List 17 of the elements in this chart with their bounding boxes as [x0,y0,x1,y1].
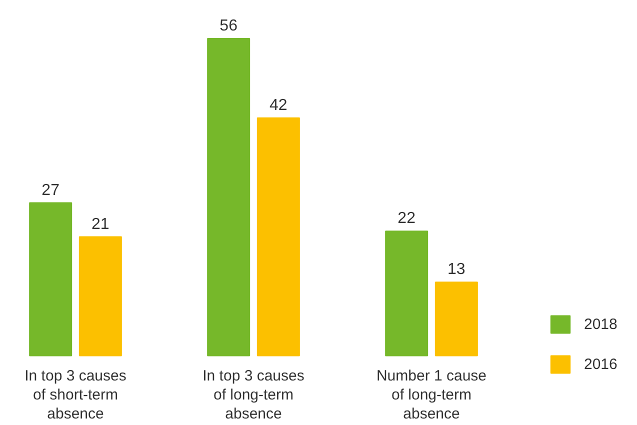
legend-label: 2016 [584,356,618,372]
bar [385,230,428,356]
data-label: 13 [448,261,466,278]
bar [434,282,478,356]
data-label: 27 [42,182,60,199]
bar [207,38,250,356]
data-label: 42 [270,96,288,114]
bar [29,202,72,356]
data-label: 22 [398,210,416,228]
bar [256,117,300,356]
data-label: 21 [92,216,110,233]
x-tick-label: Number 1 cause of long-term absence [376,368,487,423]
x-tick-label: In top 3 causes of short-term absence [24,368,126,423]
bar [78,236,122,356]
data-label: 56 [220,18,238,35]
x-tick-label: In top 3 causes of long-term absence [202,368,304,423]
legend-label: 2018 [584,316,618,332]
